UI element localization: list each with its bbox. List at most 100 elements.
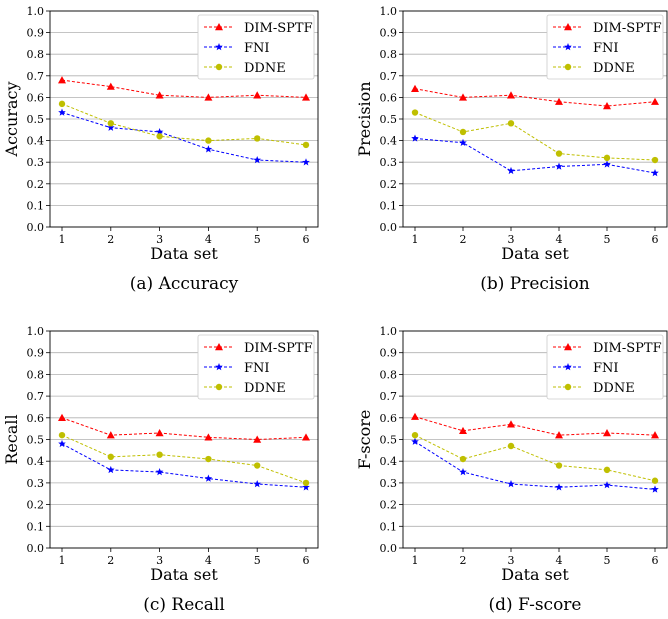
y-tick-label: 0.7	[380, 390, 398, 403]
data-point	[204, 433, 213, 441]
y-tick-label: 0.0	[380, 221, 398, 234]
legend-marker	[564, 43, 572, 51]
x-tick-label: 6	[303, 233, 310, 246]
y-tick-label: 0.5	[27, 434, 45, 447]
legend-marker	[564, 63, 572, 71]
y-tick-label: 1.0	[27, 325, 45, 338]
x-tick-label: 2	[107, 554, 114, 567]
data-point	[411, 134, 419, 142]
x-tick-label: 5	[254, 554, 261, 567]
data-point	[107, 465, 115, 474]
x-tick-label: 5	[604, 554, 611, 567]
data-point	[253, 156, 261, 164]
data-point	[507, 166, 515, 175]
chart-panel: 0.0 0.1 0.2 0.3 0.4 0.5 0.6 0.7 0.8 0.9 1.0 1 2 3 4 5 6 D…	[355, 5, 668, 294]
data-point	[507, 120, 515, 127]
y-tick-label: 0.6	[380, 412, 398, 425]
data-point	[651, 156, 659, 164]
x-axis-label: Data set	[150, 565, 218, 584]
y-tick-label: 0.4	[27, 455, 45, 468]
data-point	[507, 442, 515, 450]
data-point	[155, 468, 164, 476]
x-axis-label: Data set	[150, 244, 218, 263]
data-point	[555, 431, 563, 439]
series-line	[61, 79, 307, 98]
legend-label: FNI	[593, 41, 619, 56]
x-tick-label: 1	[59, 554, 66, 567]
data-point	[254, 462, 261, 469]
data-point	[411, 109, 419, 116]
y-tick-label: 0.6	[380, 91, 398, 104]
data-point	[411, 431, 419, 439]
x-tick-label: 6	[303, 554, 310, 567]
panel-caption: (b) Precision	[480, 274, 590, 294]
y-tick-label: 0.9	[380, 347, 398, 360]
data-point	[459, 93, 467, 101]
y-tick-label: 0.5	[380, 113, 398, 126]
y-tick-label: 0.9	[380, 27, 398, 40]
legend-marker	[215, 23, 223, 31]
y-axis-label: Accuracy	[2, 82, 21, 158]
y-tick-label: 0.3	[27, 477, 45, 490]
data-point	[507, 420, 515, 428]
panel-caption: (c) Recall	[143, 595, 225, 615]
x-axis-label: Data set	[501, 244, 569, 263]
x-tick-label: 2	[460, 233, 467, 246]
data-point	[651, 97, 659, 105]
x-tick-label: 3	[156, 554, 163, 567]
plot-frame	[49, 330, 319, 549]
legend-label: DIM-SPTF	[593, 341, 662, 356]
y-tick-label: 0.5	[380, 434, 398, 447]
series-line	[61, 443, 307, 488]
y-axis-label: Precision	[355, 81, 374, 156]
y-tick-label: 1.0	[380, 5, 398, 18]
legend-marker	[564, 383, 572, 391]
y-tick-label: 0.9	[27, 27, 45, 40]
x-axis-label: Data set	[501, 565, 569, 584]
data-point	[58, 439, 66, 448]
plot-frame	[49, 10, 319, 228]
series-line	[61, 417, 307, 441]
data-point	[302, 479, 310, 487]
series-line	[414, 441, 656, 490]
legend-box	[197, 14, 315, 80]
y-tick-label: 0.6	[27, 412, 45, 425]
x-tick-label: 1	[412, 233, 419, 246]
legend-marker	[564, 343, 572, 351]
data-point	[204, 145, 213, 153]
y-tick-label: 0.2	[380, 499, 398, 512]
y-axis-label: F-score	[355, 410, 374, 470]
legend-label: DIM-SPTF	[593, 21, 662, 36]
series-line	[414, 434, 656, 482]
data-point	[603, 428, 611, 437]
data-point	[459, 426, 467, 435]
data-point	[459, 128, 467, 136]
y-tick-label: 0.0	[27, 221, 45, 234]
data-point	[107, 123, 115, 131]
y-tick-label: 0.2	[27, 178, 45, 191]
y-tick-label: 0.3	[380, 477, 398, 490]
data-point	[156, 133, 163, 140]
y-tick-label: 0.8	[380, 368, 398, 381]
data-point	[107, 120, 115, 127]
series-line	[61, 112, 307, 163]
x-tick-label: 4	[205, 554, 212, 567]
data-point	[156, 451, 163, 458]
x-tick-label: 2	[107, 233, 114, 246]
panel-caption: (a) Accuracy	[130, 274, 239, 294]
data-point	[555, 97, 563, 105]
x-tick-label: 1	[59, 233, 66, 246]
data-point	[58, 76, 66, 84]
y-tick-label: 0.1	[380, 199, 398, 212]
legend-marker	[215, 383, 223, 391]
legend-marker	[215, 43, 223, 51]
y-tick-label: 1.0	[380, 325, 398, 338]
legend-label: FNI	[593, 361, 619, 376]
data-point	[507, 479, 515, 488]
legend-label: DDNE	[244, 61, 286, 76]
chart-panel: 0.0 0.1 0.2 0.3 0.4 0.5 0.6 0.7 0.8 0.9 1.0 1 2 3 4 5 6 D…	[2, 325, 319, 615]
legend-label: FNI	[244, 41, 270, 56]
data-point	[555, 462, 563, 469]
data-point	[106, 431, 115, 439]
